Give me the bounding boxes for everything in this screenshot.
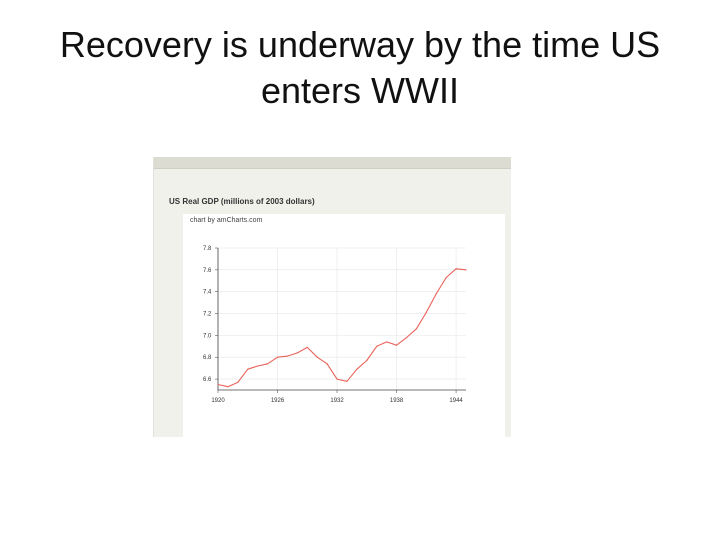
gdp-data-point [395, 344, 398, 346]
gdp-data-point [267, 363, 269, 365]
panel-header-band [154, 157, 511, 169]
y-tick-label: 7.0 [203, 333, 212, 339]
x-tick-label: 1920 [211, 398, 225, 404]
gdp-data-point [336, 378, 338, 380]
x-tick-label: 1926 [271, 398, 285, 404]
y-tick-label: 6.6 [203, 377, 212, 383]
gdp-data-point [405, 336, 408, 339]
gdp-data-point [415, 328, 417, 330]
gdp-data-point [306, 346, 308, 348]
gdp-data-point [386, 341, 388, 343]
chart-title: US Real GDP (millions of 2003 dollars) [169, 197, 315, 206]
chart-credit: chart by amCharts.com [190, 217, 263, 224]
gdp-data-point [237, 381, 239, 383]
gdp-data-point [376, 345, 378, 347]
y-tick-label: 6.8 [203, 355, 212, 361]
gdp-data-point [276, 356, 279, 358]
gdp-data-point [326, 363, 328, 365]
x-tick-label: 1932 [330, 398, 344, 404]
gdp-data-point [366, 359, 368, 362]
gdp-data-point [227, 386, 229, 388]
gdp-data-point [316, 356, 318, 358]
gdp-line-chart: 6.6 6.8 7.0 7.2 7.4 7.6 7.8 1920 1926 1932 1938 194… [203, 246, 467, 404]
gdp-data-point [445, 276, 447, 279]
x-tick-label: 1944 [449, 398, 463, 404]
gdp-data-point [247, 368, 249, 370]
y-tick-label: 7.8 [203, 246, 212, 252]
gdp-data-point [435, 293, 437, 295]
chart-area: 6.6 6.8 7.0 7.2 7.4 7.6 7.8 1920 1926 1932 1938 194… [183, 214, 505, 437]
gdp-data-point [425, 311, 427, 314]
chart-panel: US Real GDP (millions of 2003 dollars) 6… [153, 157, 511, 437]
gdp-series-line [217, 268, 467, 388]
gdp-data-point [217, 383, 219, 386]
gdp-data-point [356, 368, 358, 370]
y-tick-label: 7.6 [203, 268, 212, 274]
gdp-data-point [286, 355, 289, 357]
slide-title: Recovery is underway by the time US ente… [0, 22, 720, 114]
y-tick-label: 7.2 [203, 312, 212, 318]
y-tick-label: 7.4 [203, 290, 212, 296]
slide-title-line-2: enters WWII [260, 70, 460, 111]
gdp-data-point [465, 269, 467, 271]
slide-title-line-1: Recovery is underway by the time US [59, 24, 661, 65]
gdp-data-point [257, 365, 259, 367]
gdp-data-point [455, 268, 457, 270]
gdp-data-point [296, 352, 298, 354]
gdp-data-point [346, 380, 348, 382]
x-tick-label: 1938 [390, 398, 404, 404]
